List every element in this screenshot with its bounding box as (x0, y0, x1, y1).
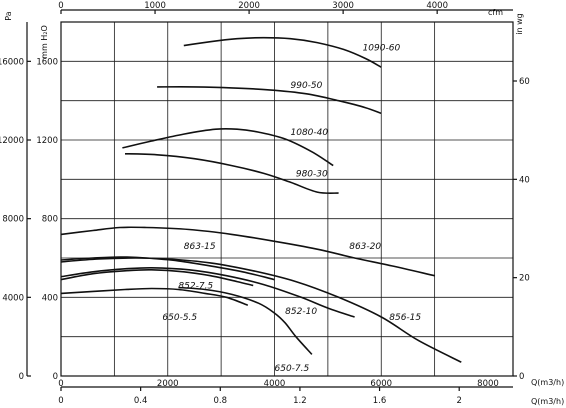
grid (61, 22, 513, 376)
bottom-secondary-tick-label: 0 (58, 396, 63, 406)
fan-curve-1080-40 (122, 127, 334, 167)
curve-label-1090-60: 1090-60 (363, 44, 401, 54)
fan-curve-863-20 (60, 226, 435, 277)
left-pa-tick-label: 4000 (2, 293, 24, 303)
left-pa-tick-label: 0 (19, 372, 24, 382)
top-cfm-tick-label: 1000 (144, 1, 166, 11)
fan-curve-856-15 (60, 257, 462, 363)
curve-label-650-7.5: 650-7.5 (275, 364, 310, 374)
left-mmh2o-tick-label: 400 (42, 293, 58, 303)
left-pa-axis-label: Pa (4, 11, 13, 20)
top-cfm-axis-label: cfm (488, 8, 503, 17)
fan-curve-852-7.5 (60, 268, 254, 287)
axes (26, 9, 514, 388)
bottom-secondary-tick-label: 1.2 (293, 396, 307, 406)
bottom-m3h-tick-label: 0 (58, 379, 63, 389)
right-inwg-tick-label: 60 (519, 77, 530, 87)
right-inwg-axis-label: in wg (515, 13, 524, 34)
curve-label-1080-40: 1080-40 (291, 128, 329, 138)
left-mmh2o-tick-label: 0 (53, 372, 58, 382)
bottom-m3h-tick-label: 6000 (370, 379, 392, 389)
top-cfm-tick-label: 2000 (238, 1, 260, 11)
left-mmh2o-tick-label: 1200 (36, 136, 58, 146)
fan-curve-1090-60 (183, 36, 382, 68)
bottom-m3h-tick-label: 4000 (264, 379, 286, 389)
bottom-secondary-axis-label: Q(m3/h) (531, 397, 564, 406)
fan-curve-990-50 (157, 86, 382, 115)
right-inwg-tick-label: 40 (519, 175, 530, 185)
curve-label-856-15: 856-15 (389, 313, 421, 323)
right-inwg-tick-label: 0 (519, 372, 524, 382)
left-mmh2o-tick-label: 800 (42, 215, 58, 225)
bottom-secondary-tick-label: 0.8 (214, 396, 228, 406)
left-pa-tick-label: 8000 (2, 215, 24, 225)
curve-label-852-10: 852-10 (285, 307, 317, 317)
bottom-m3h-axis-label: Q(m3/h) (531, 378, 564, 387)
fan-curve-980-30 (124, 153, 339, 194)
bottom-m3h-tick-label: 8000 (477, 379, 499, 389)
bottom-secondary-tick-label: 2 (456, 396, 461, 406)
axis-units: Pa mm H₂O cfm in wg Q(m3/h) Q(m3/h) (4, 8, 564, 406)
top-cfm-tick-label: 4000 (426, 1, 448, 11)
curve-label-863-20: 863-20 (349, 242, 381, 252)
right-inwg-tick-label: 20 (519, 274, 530, 284)
bottom-m3h-tick-label: 2000 (157, 379, 179, 389)
tick-labels: 0400080001200016000040080012001600020406… (0, 1, 530, 406)
plot-frame (60, 21, 514, 377)
bottom-secondary-tick-label: 1.6 (373, 396, 387, 406)
fan-curve-852-10 (60, 266, 355, 318)
fan-curve-650-7.5 (178, 286, 313, 355)
curve-label-990-50: 990-50 (291, 81, 323, 91)
top-cfm-tick-label: 0 (58, 1, 63, 11)
left-mmh2o-axis-label: mm H₂O (40, 25, 49, 59)
top-cfm-tick-label: 3000 (332, 1, 354, 11)
fan-curve-650-5.5 (60, 287, 249, 306)
bottom-secondary-tick-label: 0.4 (134, 396, 148, 406)
curve-label-980-30: 980-30 (296, 169, 328, 179)
curve-label-863-15: 863-15 (184, 242, 216, 252)
left-mmh2o-tick-label: 1600 (36, 57, 58, 67)
curve-label-852-7.5: 852-7.5 (178, 282, 213, 292)
curve-label-650-5.5: 650-5.5 (162, 313, 197, 323)
left-pa-tick-label: 12000 (0, 136, 24, 146)
fan-curves (60, 36, 462, 363)
curve-labels: 1090-60 990-50 1080-40 980-30 863-20 863-15 85… (162, 44, 421, 375)
